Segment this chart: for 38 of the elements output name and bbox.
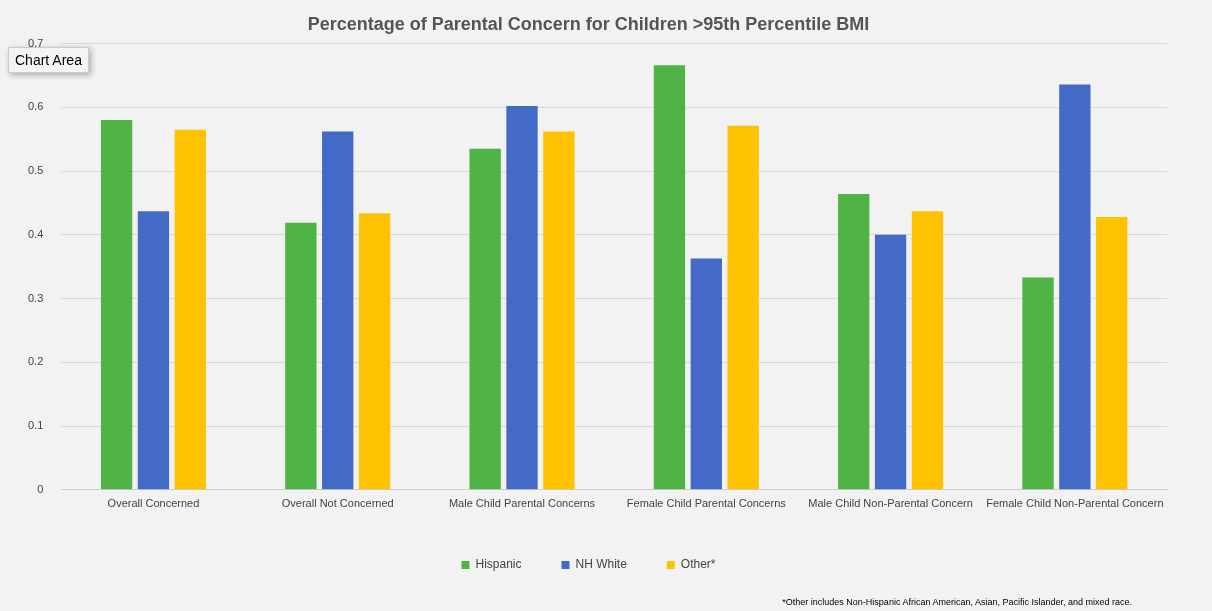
bar	[1096, 216, 1128, 490]
bar	[100, 120, 133, 490]
y-tick-label: 0.6	[27, 100, 44, 113]
bar	[653, 65, 686, 490]
text: *Other includes Non-Hispanic African American, Asian, Pacific Islander, and mixed race.	[782, 597, 1132, 607]
bar	[543, 131, 575, 490]
y-tick-label: 0	[37, 482, 44, 495]
legend-label: Hispanic	[475, 557, 522, 572]
x-tick-label: Overall Not Concerned	[281, 497, 394, 510]
bar	[1022, 277, 1054, 490]
y-tick-label: 0.1	[27, 419, 44, 432]
bar	[506, 106, 538, 490]
bar	[690, 258, 722, 490]
bar	[174, 129, 206, 490]
bar	[838, 194, 870, 490]
bar	[727, 125, 759, 490]
bar	[137, 211, 170, 490]
legend-label: NH White	[575, 557, 628, 572]
x-tick-label: Male Child Parental Concerns	[448, 497, 596, 510]
legend-label: Other*	[680, 557, 716, 572]
bar	[874, 234, 907, 490]
bar	[285, 222, 317, 490]
x-tick-label: Female Child Non-Parental Concern	[986, 497, 1164, 510]
y-tick-label: 0.5	[27, 164, 44, 177]
annotation: Chart Area	[8, 47, 89, 73]
x-tick-label: Male Child Non-Parental Concern	[808, 497, 973, 510]
x-tick-label: Female Child Parental Concerns	[626, 497, 787, 510]
y-tick-label: 0.7	[27, 36, 44, 49]
y-tick-label: 0.4	[27, 227, 44, 240]
y-tick-label: 0.2	[27, 355, 44, 368]
bar	[469, 148, 501, 490]
bar	[322, 131, 354, 490]
chart-title: Percentage of Parental Concern for Children >95th Percentile BMI	[307, 13, 870, 34]
x-tick-label: Overall Concerned	[107, 497, 200, 510]
bar	[911, 211, 944, 490]
bar	[1059, 84, 1091, 490]
bar	[358, 213, 391, 490]
y-tick-label: 0.3	[27, 291, 44, 304]
